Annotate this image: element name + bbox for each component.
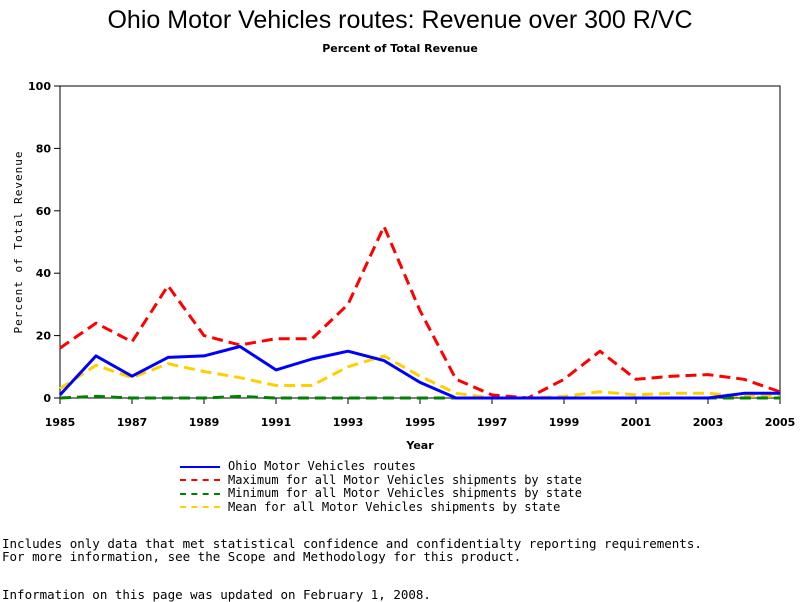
chart-legend: Ohio Motor Vehicles routes Maximum for al…	[180, 459, 583, 515]
legend-label: Mean for all Motor Vehicles shipments by…	[228, 499, 561, 514]
legend-swatch	[180, 492, 220, 495]
legend-swatch	[180, 479, 220, 482]
x-tick-label: 2005	[765, 416, 796, 429]
footnote-confidence: Includes only data that met statistical …	[2, 536, 702, 551]
legend-label: Maximum for all Motor Vehicles shipments…	[228, 472, 583, 487]
x-tick-label: 1995	[405, 416, 436, 429]
y-tick-label: 60	[36, 205, 52, 218]
x-axis: 1985 1987 1989 1991 1993 1995 1997 1999 2001 2003…	[45, 398, 796, 429]
legend-entry: Ohio Motor Vehicles routes	[180, 459, 582, 474]
chart-title: Ohio Motor Vehicles routes: Revenue over…	[107, 6, 693, 34]
series-line-1	[59, 224, 781, 400]
legend-swatch	[180, 506, 220, 509]
legend-entry: Maximum for all Motor Vehicles shipments…	[180, 472, 583, 488]
legend-entry: Minimum for all Motor Vehicles shipments…	[180, 486, 583, 501]
legend-label: Minimum for all Motor Vehicles shipments…	[228, 486, 583, 500]
x-tick-label: 1993	[333, 416, 364, 429]
line-chart: 0 20 40 60 80 100 1985 1987 1989 1991 1993 1995 199…	[12, 80, 796, 452]
legend-entry: Mean for all Motor Vehicles shipments by…	[180, 499, 582, 515]
legend-swatch	[180, 465, 220, 468]
x-tick-label: 1991	[261, 416, 292, 429]
y-tick-label: 40	[36, 267, 52, 280]
plot-frame	[59, 85, 781, 399]
chart-subtitle: Percent of Total Revenue	[322, 42, 478, 55]
x-tick-label: 1999	[549, 416, 580, 429]
x-tick-label: 1985	[45, 416, 76, 429]
x-tick-label: 2003	[693, 416, 724, 429]
y-tick-label: 20	[36, 330, 52, 343]
x-tick-label: 2001	[621, 416, 652, 429]
series-line-0	[58, 345, 780, 400]
footnote-methodology: For more information, see the Scope and …	[2, 549, 522, 564]
x-axis-label: Year	[405, 439, 434, 452]
x-tick-label: 1989	[189, 416, 220, 429]
y-tick-label: 0	[43, 392, 51, 405]
x-tick-label: 1987	[117, 416, 148, 429]
y-axis-label: Percent of Total Revenue	[12, 151, 25, 334]
footnote-updated: Information on this page was updated on …	[2, 587, 431, 602]
y-tick-label: 100	[28, 80, 51, 93]
y-axis: 0 20 40 60 80 100	[28, 80, 60, 405]
legend-label: Ohio Motor Vehicles routes	[228, 459, 416, 473]
x-tick-label: 1997	[477, 416, 508, 429]
series-line-3	[59, 354, 780, 400]
y-tick-label: 80	[36, 142, 52, 155]
series-lines	[58, 224, 781, 400]
